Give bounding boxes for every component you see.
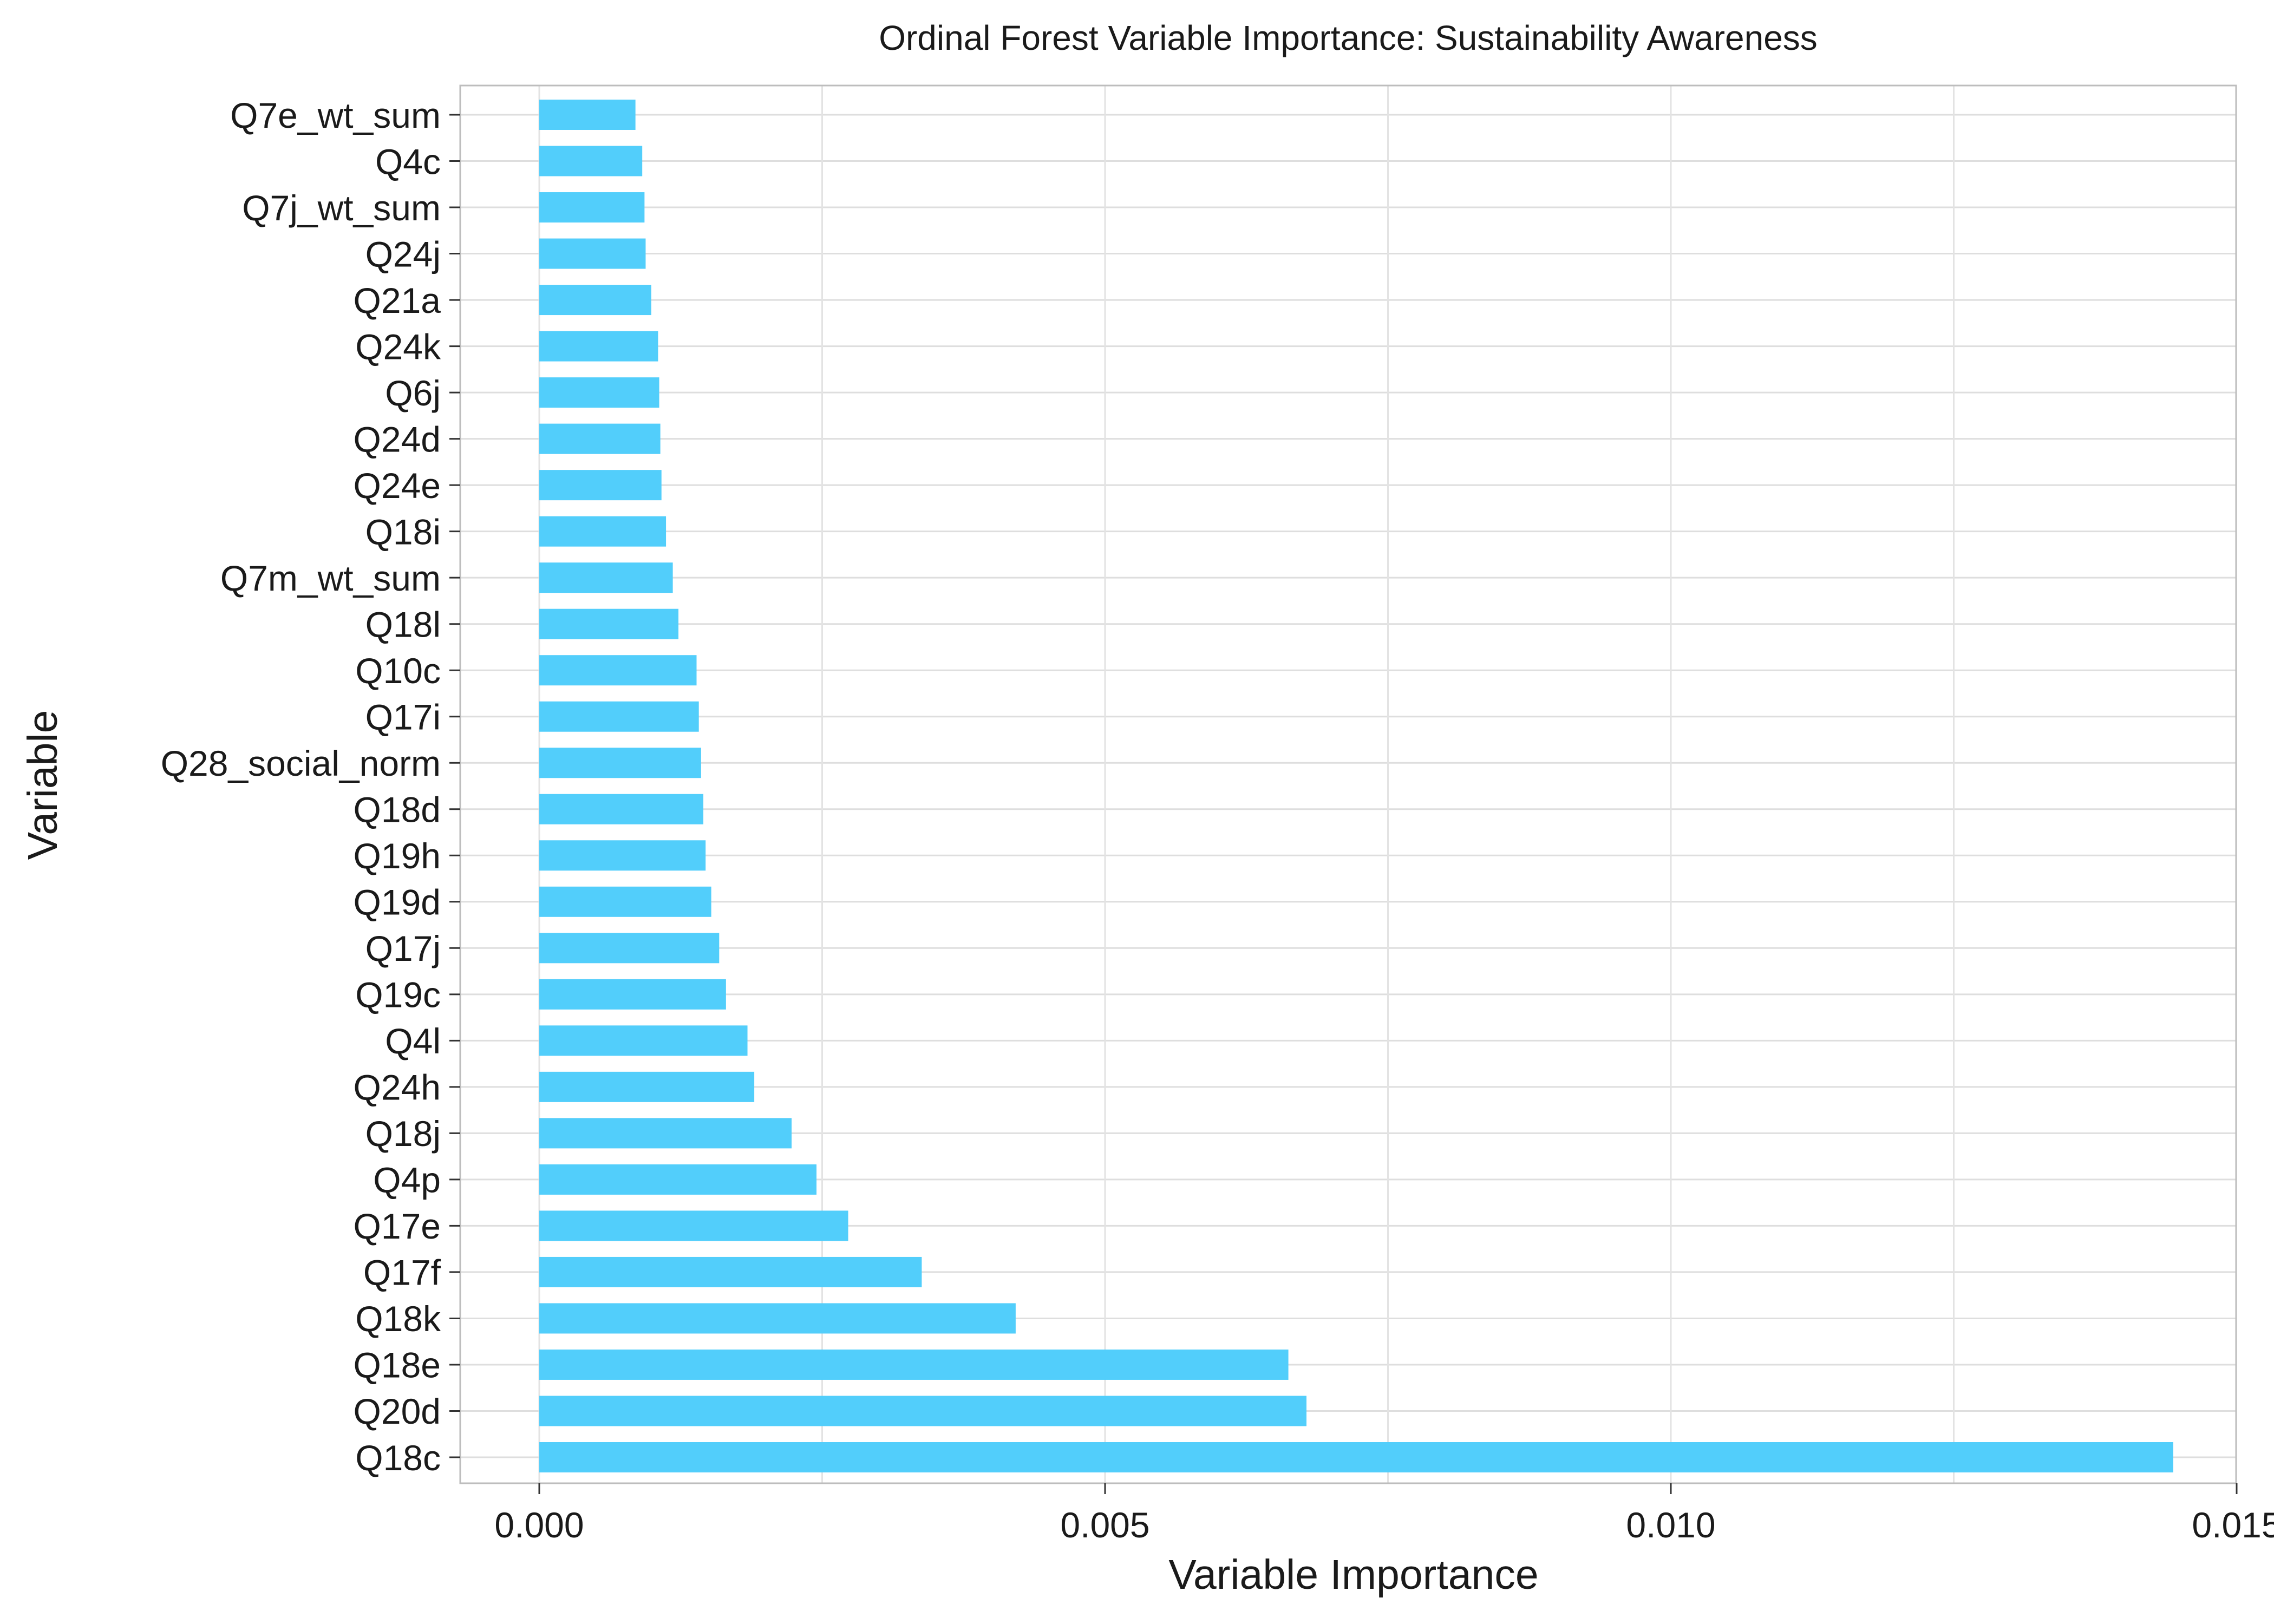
- y-tick-label: Q18e: [354, 1345, 441, 1385]
- y-tick-label: Q7m_wt_sum: [220, 558, 441, 598]
- bar-Q18e: [539, 1349, 1289, 1380]
- y-tick-label: Q24e: [354, 466, 441, 506]
- x-tick-label: 0.000: [494, 1505, 584, 1545]
- x-axis-ticks: 0.000 0.005 0.010 0.015: [494, 1483, 2274, 1545]
- bar-Q18k: [539, 1303, 1016, 1334]
- y-tick-label: Q10c: [355, 651, 441, 691]
- bar-Q18l: [539, 608, 679, 639]
- bar-Q24h: [539, 1071, 755, 1102]
- y-tick-label: Q19d: [354, 882, 441, 922]
- y-tick-label: Q20d: [354, 1391, 441, 1431]
- y-tick-label: Q18i: [365, 512, 441, 552]
- x-tick-label: 0.010: [1626, 1505, 1715, 1545]
- y-tick-label: Q18j: [365, 1114, 441, 1154]
- y-tick-label: Q17e: [354, 1206, 441, 1246]
- bar-Q20d: [539, 1396, 1307, 1426]
- y-tick-label: Q18c: [355, 1438, 441, 1478]
- y-tick-label: Q18d: [354, 790, 441, 830]
- bar-Q17i: [539, 701, 699, 732]
- y-tick-label: Q17j: [365, 928, 441, 968]
- y-tick-label: Q18k: [355, 1299, 441, 1339]
- y-axis-label: Variable: [19, 710, 66, 860]
- bar-Q4p: [539, 1164, 817, 1195]
- bar-Q24k: [539, 331, 658, 362]
- bar-Q24e: [539, 470, 662, 501]
- grid: [460, 86, 2236, 1483]
- x-axis-label: Variable Importance: [1168, 1551, 1538, 1598]
- y-tick-label: Q4l: [385, 1021, 441, 1061]
- bar-Q24d: [539, 423, 661, 454]
- y-tick-label: Q4p: [373, 1160, 441, 1200]
- y-tick-label: Q24d: [354, 419, 441, 459]
- y-tick-label: Q4c: [375, 141, 441, 181]
- y-tick-label: Q18l: [365, 604, 441, 644]
- y-tick-label: Q24j: [365, 234, 441, 274]
- bar-Q7j_wt_sum: [539, 192, 645, 223]
- y-tick-label: Q6j: [385, 373, 441, 413]
- y-tick-label: Q24k: [355, 326, 441, 366]
- bar-Q4l: [539, 1025, 748, 1056]
- chart-title: Ordinal Forest Variable Importance: Sust…: [879, 18, 1818, 57]
- y-tick-label: Q28_social_norm: [161, 743, 441, 783]
- y-tick-label: Q17f: [363, 1253, 441, 1293]
- bar-Q18d: [539, 794, 704, 824]
- x-tick-label: 0.005: [1060, 1505, 1149, 1545]
- bar-Q6j: [539, 377, 659, 408]
- bar-Q18i: [539, 516, 666, 547]
- y-axis-ticks: Q7e_wt_sum Q4c Q7j_wt_sum Q24j Q21a Q24k Q6j Q2…: [161, 95, 460, 1478]
- plot-frame: [459, 84, 2237, 1484]
- bar-Q28_social_norm: [539, 748, 701, 778]
- bar-Q18j: [539, 1118, 792, 1149]
- y-tick-label: Q24h: [354, 1068, 441, 1108]
- x-tick-label: 0.015: [2192, 1505, 2274, 1545]
- bar-Q17j: [539, 933, 720, 964]
- bars: [539, 100, 2173, 1472]
- bar-Q7m_wt_sum: [539, 562, 673, 593]
- bar-Q19c: [539, 979, 726, 1010]
- y-tick-label: Q7e_wt_sum: [230, 95, 441, 135]
- bar-Q17e: [539, 1210, 848, 1241]
- bar-Q24j: [539, 238, 646, 269]
- y-tick-label: Q19h: [354, 836, 441, 876]
- bar-Q21a: [539, 285, 651, 316]
- bar-Q7e_wt_sum: [539, 100, 636, 130]
- bar-Q4c: [539, 146, 643, 176]
- bar-Q18c: [539, 1442, 2173, 1472]
- y-tick-label: Q21a: [354, 280, 441, 320]
- bar-Q19h: [539, 840, 706, 871]
- bar-Q19d: [539, 886, 711, 917]
- y-tick-label: Q7j_wt_sum: [242, 188, 441, 228]
- y-tick-label: Q19c: [355, 975, 441, 1015]
- y-tick-label: Q17i: [365, 697, 441, 737]
- bar-Q17f: [539, 1256, 922, 1287]
- bar-Q10c: [539, 655, 697, 686]
